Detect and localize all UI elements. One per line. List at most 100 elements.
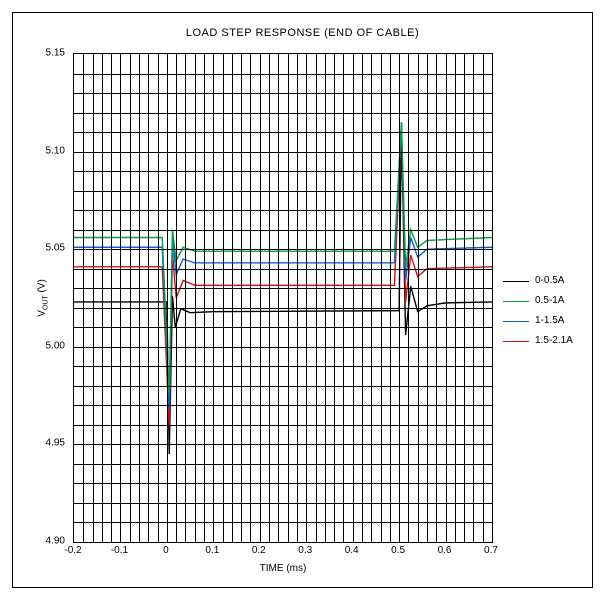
gridline-h <box>74 444 492 445</box>
gridline-v <box>130 54 131 542</box>
gridline-h <box>74 405 492 406</box>
gridline-v <box>297 54 298 542</box>
gridline-v <box>353 54 354 542</box>
gridline-v <box>473 54 474 542</box>
x-tick-label: 0.5 <box>378 545 418 556</box>
gridline-v <box>204 54 205 542</box>
gridline-v <box>362 54 363 542</box>
legend-swatch <box>503 281 529 282</box>
gridline-v <box>418 54 419 542</box>
gridline-v <box>232 54 233 542</box>
gridline-v <box>436 54 437 542</box>
y-tick-label: 5.00 <box>13 340 65 351</box>
y-axis-label: VOUT (V) <box>37 268 50 328</box>
gridline-h <box>74 366 492 367</box>
gridline-v <box>446 54 447 542</box>
legend-item: 0-0.5A <box>503 271 573 291</box>
gridline-v <box>223 54 224 542</box>
chart-frame: LOAD STEP RESPONSE (END OF CABLE) VOUT (… <box>12 12 593 588</box>
gridline-h <box>74 113 492 114</box>
gridline-h <box>74 191 492 192</box>
series-green <box>74 122 492 393</box>
series-svg <box>74 54 492 542</box>
chart-title: LOAD STEP RESPONSE (END OF CABLE) <box>13 27 592 39</box>
gridline-v <box>390 54 391 542</box>
y-tick-label: 5.10 <box>13 145 65 156</box>
gridline-v <box>213 54 214 542</box>
gridline-v <box>316 54 317 542</box>
legend-label: 0.5-1A <box>535 291 564 311</box>
gridline-h <box>74 386 492 387</box>
gridline-v <box>325 54 326 542</box>
gridline-v <box>102 54 103 542</box>
gridline-v <box>195 54 196 542</box>
gridline-v <box>343 54 344 542</box>
gridline-h <box>74 269 492 270</box>
gridline-h <box>74 425 492 426</box>
x-tick-label: 0.7 <box>471 545 511 556</box>
x-tick-label: 0.1 <box>192 545 232 556</box>
x-axis-label: TIME (ms) <box>13 563 553 574</box>
gridline-v <box>399 54 400 542</box>
gridline-v <box>269 54 270 542</box>
legend-item: 1-1.5A <box>503 311 573 331</box>
x-tick-label: 0.6 <box>425 545 465 556</box>
x-tick-label: -0.1 <box>99 545 139 556</box>
y-tick-label: 5.05 <box>13 243 65 254</box>
gridline-v <box>381 54 382 542</box>
plot-area <box>73 53 493 543</box>
gridline-h <box>74 308 492 309</box>
gridline-v <box>427 54 428 542</box>
gridline-v <box>455 54 456 542</box>
legend-item: 0.5-1A <box>503 291 573 311</box>
legend-item: 1.5-2.1A <box>503 331 573 351</box>
series-red <box>74 124 492 425</box>
gridline-v <box>306 54 307 542</box>
gridline-h <box>74 132 492 133</box>
gridline-v <box>334 54 335 542</box>
gridline-h <box>74 210 492 211</box>
gridline-v <box>139 54 140 542</box>
x-tick-label: 0.4 <box>332 545 372 556</box>
gridline-h <box>74 230 492 231</box>
gridline-v <box>158 54 159 542</box>
gridline-h <box>74 503 492 504</box>
y-tick-label: 4.90 <box>13 536 65 547</box>
legend: 0-0.5A0.5-1A1-1.5A1.5-2.1A <box>503 271 573 351</box>
gridline-v <box>176 54 177 542</box>
gridline-h <box>74 152 492 153</box>
legend-swatch <box>503 321 529 322</box>
gridline-v <box>464 54 465 542</box>
x-tick-label: -0.2 <box>53 545 93 556</box>
gridline-h <box>74 483 492 484</box>
gridline-v <box>83 54 84 542</box>
gridline-h <box>74 249 492 250</box>
gridline-h <box>74 93 492 94</box>
gridline-h <box>74 347 492 348</box>
gridline-v <box>278 54 279 542</box>
gridline-h <box>74 327 492 328</box>
gridline-v <box>483 54 484 542</box>
gridline-h <box>74 171 492 172</box>
gridline-v <box>241 54 242 542</box>
y-tick-label: 4.95 <box>13 438 65 449</box>
legend-swatch <box>503 301 529 302</box>
x-tick-label: 0.2 <box>239 545 279 556</box>
gridline-v <box>408 54 409 542</box>
gridline-v <box>111 54 112 542</box>
legend-label: 0-0.5A <box>535 271 564 291</box>
gridline-v <box>185 54 186 542</box>
gridline-v <box>93 54 94 542</box>
gridline-h <box>74 522 492 523</box>
x-tick-label: 0 <box>146 545 186 556</box>
gridline-v <box>288 54 289 542</box>
y-tick-label: 5.15 <box>13 48 65 59</box>
gridline-h <box>74 74 492 75</box>
legend-swatch <box>503 341 529 342</box>
gridline-v <box>250 54 251 542</box>
gridline-v <box>260 54 261 542</box>
gridline-v <box>167 54 168 542</box>
legend-label: 1-1.5A <box>535 311 564 331</box>
gridline-v <box>148 54 149 542</box>
gridline-v <box>120 54 121 542</box>
